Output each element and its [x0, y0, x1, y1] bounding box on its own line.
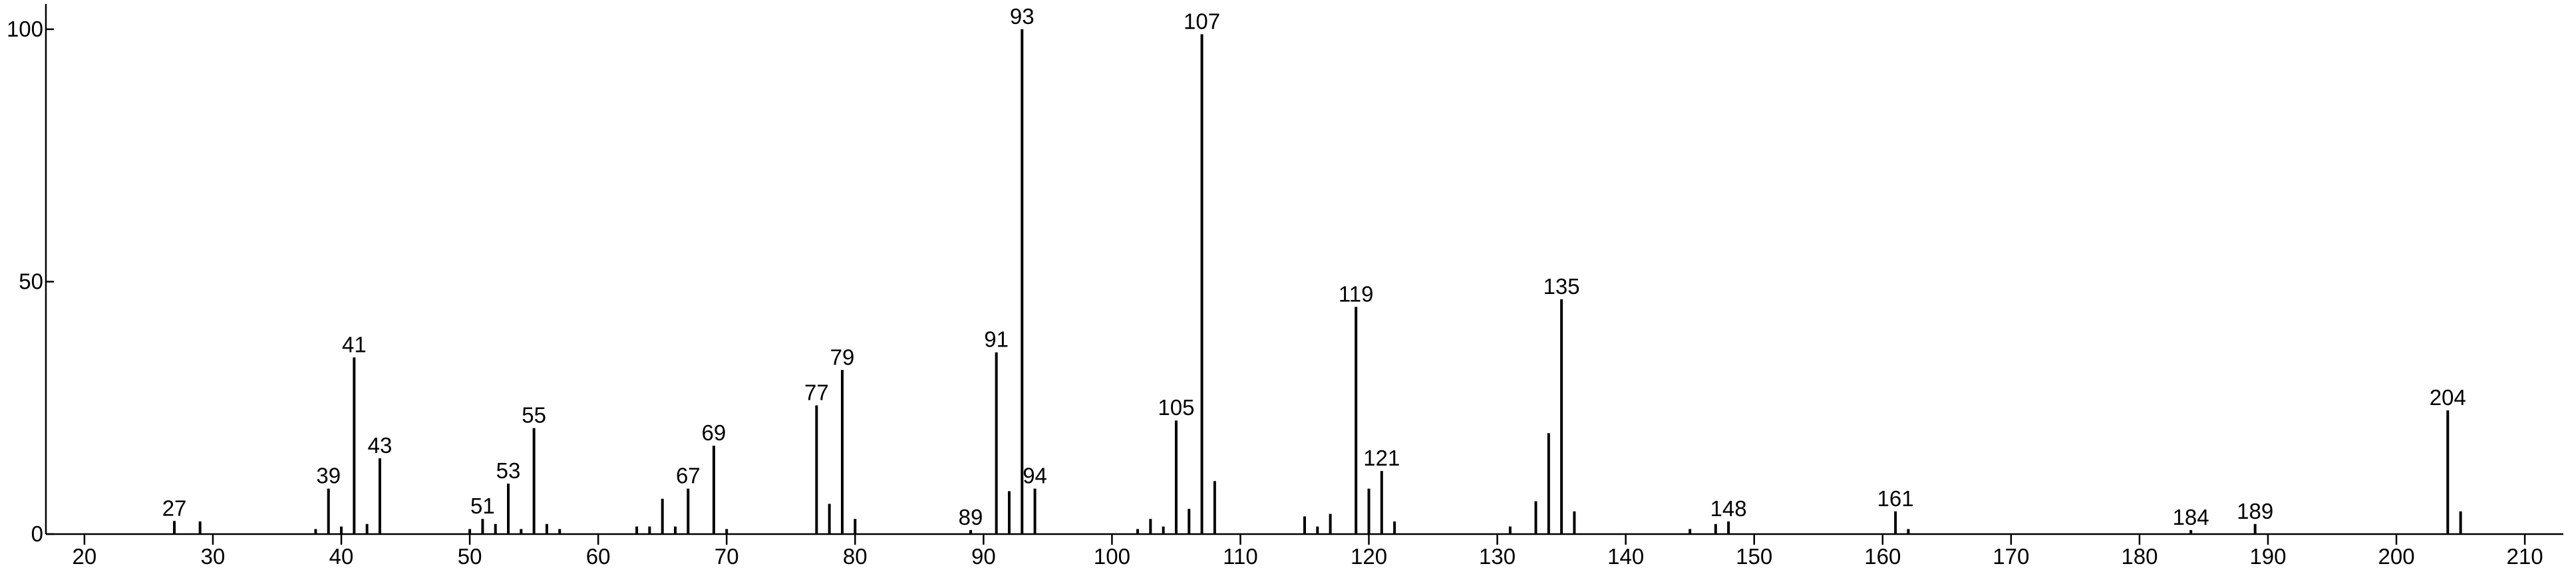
- y-tick-label: 50: [19, 269, 43, 293]
- peak-label: 91: [984, 327, 1009, 352]
- x-tick-label: 70: [715, 544, 739, 569]
- x-tick-label: 140: [1607, 544, 1644, 569]
- peak-label: 41: [342, 332, 367, 357]
- x-tick-label: 200: [2378, 544, 2414, 569]
- peak-label: 119: [1339, 281, 1374, 306]
- peak-label: 55: [522, 403, 546, 428]
- peak-label: 161: [1877, 486, 1914, 511]
- peak-label: 39: [316, 464, 341, 488]
- peak-label: 93: [1010, 4, 1035, 29]
- x-tick-label: 20: [73, 544, 97, 569]
- x-tick-label: 30: [201, 544, 226, 569]
- peak-label: 69: [702, 420, 726, 445]
- x-tick-label: 150: [1736, 544, 1772, 569]
- peak-label: 51: [470, 494, 495, 518]
- peak-label: 67: [676, 464, 701, 488]
- peak-label: 107: [1184, 9, 1220, 34]
- x-tick-label: 120: [1351, 544, 1387, 569]
- peak-label: 204: [2430, 385, 2466, 410]
- peak-label: 189: [2237, 499, 2273, 523]
- peak-label: 43: [368, 433, 393, 458]
- x-tick-label: 80: [843, 544, 868, 569]
- x-tick-label: 60: [586, 544, 611, 569]
- peak-label: 94: [1023, 464, 1047, 488]
- x-tick-label: 130: [1479, 544, 1516, 569]
- x-tick-label: 180: [2121, 544, 2158, 569]
- peak-label: 184: [2173, 505, 2209, 529]
- x-tick-label: 50: [458, 544, 482, 569]
- peak-label: 79: [830, 345, 855, 369]
- peak-label: 27: [162, 496, 187, 520]
- x-tick-label: 100: [1094, 544, 1130, 569]
- x-tick-label: 210: [2507, 544, 2543, 569]
- x-tick-label: 110: [1223, 544, 1258, 569]
- y-tick-label: 0: [31, 521, 43, 546]
- peak-label: 148: [1710, 496, 1747, 521]
- x-tick-label: 90: [971, 544, 996, 569]
- x-tick-label: 160: [1864, 544, 1901, 569]
- peak-label: 77: [804, 380, 829, 404]
- peak-label: 121: [1363, 446, 1400, 470]
- peak-label: 105: [1158, 395, 1194, 420]
- peak-label: 53: [496, 458, 521, 483]
- y-tick-label: 100: [7, 17, 43, 41]
- x-tick-label: 40: [329, 544, 354, 569]
- x-tick-label: 190: [2249, 544, 2286, 569]
- peak-label: 135: [1543, 274, 1580, 299]
- x-tick-label: 170: [1993, 544, 2029, 569]
- peak-label: 89: [959, 505, 983, 529]
